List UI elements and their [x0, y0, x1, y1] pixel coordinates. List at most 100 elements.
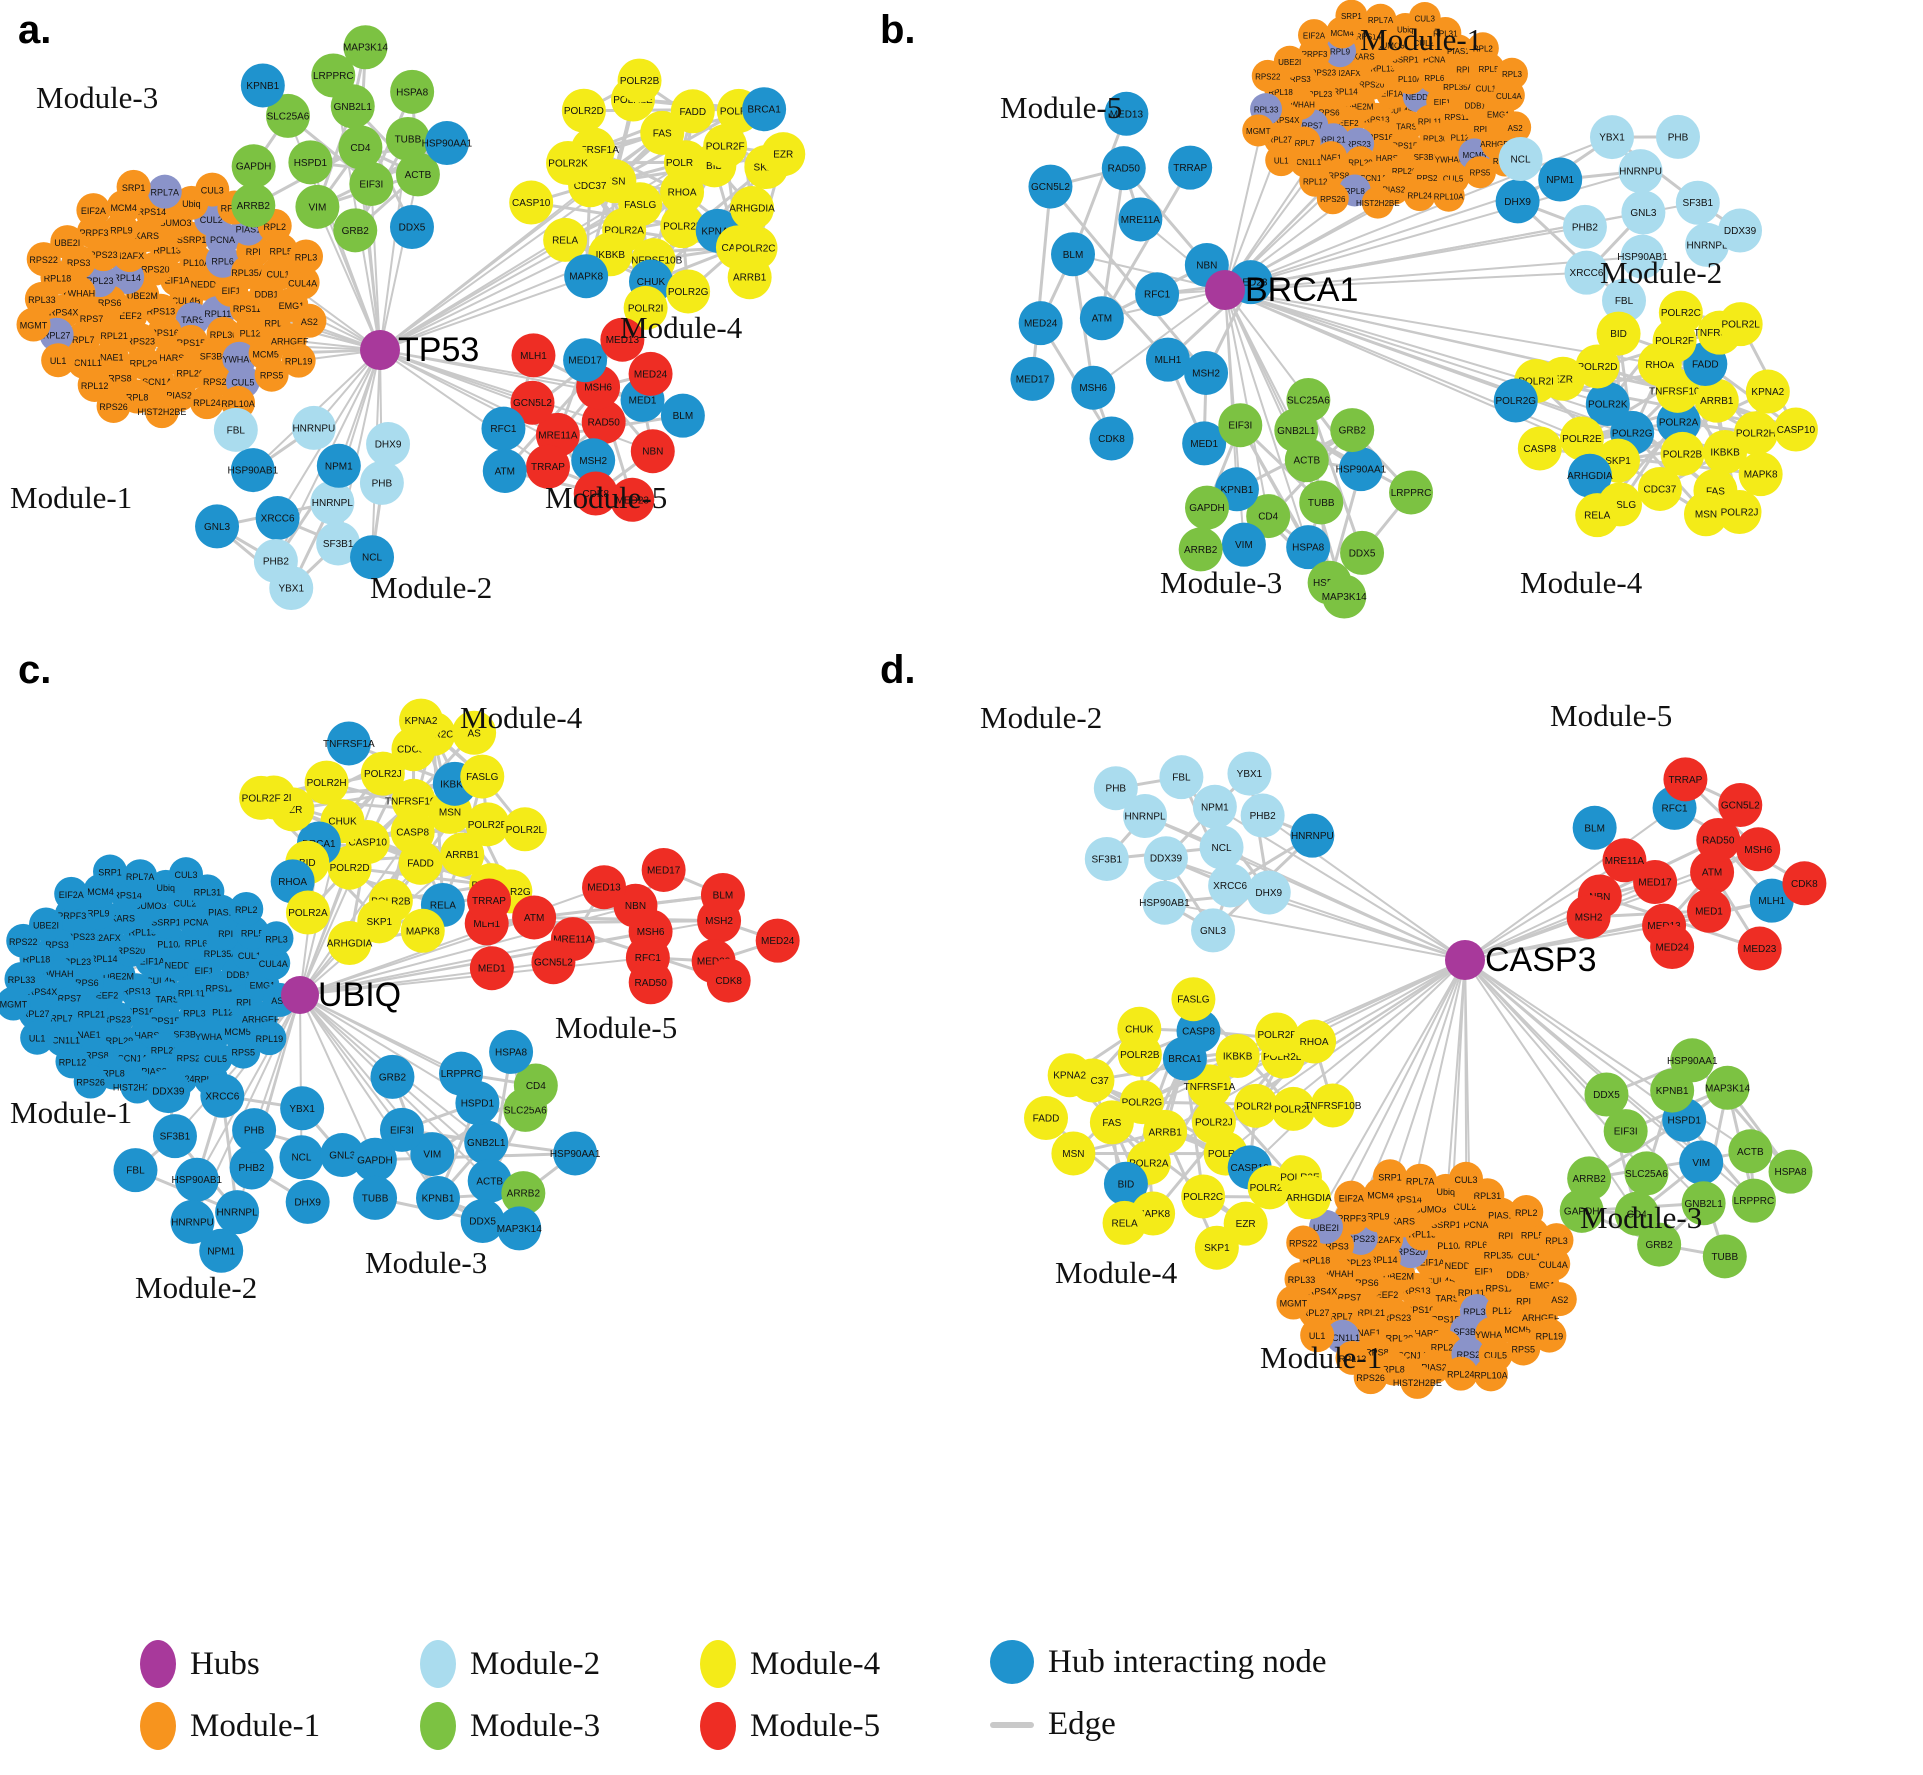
network-node[interactable]: BLM — [660, 393, 705, 438]
network-node[interactable]: MGMT — [16, 307, 51, 342]
network-node[interactable]: HSPD1 — [288, 140, 333, 185]
network-node[interactable]: MLH1 — [1145, 337, 1190, 382]
network-node[interactable]: GRB2 — [370, 1054, 415, 1099]
network-node[interactable]: RPL2 — [229, 891, 264, 926]
network-node[interactable]: GAPDH — [1184, 485, 1229, 530]
network-node[interactable]: PHB2 — [229, 1145, 274, 1190]
network-node[interactable]: POLR2C — [1181, 1174, 1226, 1219]
network-node[interactable]: GNB2L1 — [464, 1120, 509, 1165]
network-node[interactable]: DDX5 — [389, 205, 434, 250]
network-node[interactable]: CUL3 — [168, 857, 203, 892]
network-node[interactable]: MED17 — [1010, 356, 1055, 401]
network-node[interactable]: POLR2K — [1233, 1083, 1278, 1128]
network-node[interactable]: UL1 — [20, 1020, 55, 1055]
network-node[interactable]: MED1 — [1686, 888, 1731, 933]
network-node[interactable]: TRRAP — [1663, 757, 1708, 802]
network-node[interactable]: POLR2L — [1271, 1086, 1316, 1131]
network-node[interactable]: RPS22 — [6, 923, 41, 958]
network-node[interactable]: LRPPRC — [438, 1051, 483, 1096]
network-node[interactable]: RPS26 — [96, 388, 131, 423]
network-node[interactable]: RPL19 — [281, 343, 316, 378]
network-node[interactable]: FASLG — [460, 754, 505, 799]
network-node[interactable]: CUL3 — [1448, 1161, 1483, 1196]
network-node[interactable]: ACTB — [1728, 1129, 1773, 1174]
network-node[interactable]: RPS26 — [73, 1064, 108, 1099]
network-node[interactable]: RFC1 — [1135, 272, 1180, 317]
network-node[interactable]: DDX5 — [1584, 1072, 1629, 1117]
network-node[interactable]: MGMT — [1242, 114, 1275, 147]
network-node[interactable]: RPS26 — [1316, 182, 1349, 215]
network-node[interactable]: MLH1 — [511, 333, 556, 378]
network-node[interactable]: RELA — [1102, 1200, 1147, 1245]
network-node[interactable]: RPL7A — [123, 859, 158, 894]
network-node[interactable]: RAD50 — [628, 960, 673, 1005]
network-node[interactable]: POLR2B — [617, 58, 662, 103]
network-node[interactable]: HNRNPL — [215, 1190, 260, 1235]
network-node[interactable]: POLR2D — [561, 88, 606, 133]
network-node[interactable]: MED1 — [469, 946, 514, 991]
network-node[interactable]: TNFRSF10B — [1304, 1083, 1362, 1128]
network-node[interactable]: AS2 — [292, 303, 327, 338]
network-node[interactable]: CASP10 — [509, 180, 554, 225]
network-node[interactable]: NCL — [1498, 136, 1543, 181]
network-node[interactable]: PHB — [1093, 766, 1138, 811]
network-node[interactable]: BLM — [700, 872, 745, 917]
network-node[interactable]: VIM — [1679, 1140, 1724, 1185]
network-node[interactable]: RPL3 — [259, 921, 294, 956]
network-node[interactable]: POLR2F — [1254, 1012, 1299, 1057]
network-node[interactable]: NPM1 — [316, 443, 361, 488]
network-node[interactable]: DHX9 — [1495, 179, 1540, 224]
network-node[interactable]: DHX9 — [285, 1179, 330, 1224]
network-node[interactable]: MSH2 — [1184, 350, 1229, 395]
network-node[interactable]: CASP10 — [1773, 407, 1818, 452]
network-node[interactable]: HNRNPU — [1618, 149, 1663, 194]
network-node[interactable]: RPL10A — [1432, 179, 1465, 212]
network-node[interactable]: RPL10A — [1473, 1357, 1508, 1392]
network-node[interactable]: UL1 — [41, 343, 76, 378]
network-node[interactable]: MED24 — [1018, 301, 1063, 346]
network-node[interactable]: RPS22 — [1251, 59, 1284, 92]
network-node[interactable]: HSPA8 — [390, 69, 435, 114]
network-node[interactable]: POLR2E — [465, 802, 510, 847]
network-node[interactable]: GRB2 — [1330, 408, 1375, 453]
network-node[interactable]: GRB2 — [333, 208, 378, 253]
network-node[interactable]: POLR2K — [546, 141, 591, 186]
network-node[interactable]: POLR2G — [666, 269, 711, 314]
network-node[interactable]: FADD — [1024, 1096, 1069, 1141]
network-node[interactable]: EIF3I — [1218, 403, 1263, 448]
network-node[interactable]: XRCC6 — [200, 1073, 245, 1118]
network-node[interactable]: MAPK8 — [564, 254, 609, 299]
network-node[interactable]: RPL24 — [1403, 179, 1436, 212]
network-node[interactable]: MGMT — [1276, 1285, 1311, 1320]
network-node[interactable]: KPNA2 — [1047, 1053, 1092, 1098]
network-node[interactable]: DDX5 — [1340, 530, 1385, 575]
network-node[interactable]: GCN5L2 — [1028, 164, 1073, 209]
network-node[interactable]: SRP1 — [92, 854, 127, 889]
network-node[interactable]: POLR2L — [1718, 302, 1763, 347]
network-node[interactable]: KPNB1 — [415, 1175, 460, 1220]
network-node[interactable]: LRPPRC — [1389, 470, 1434, 515]
network-node[interactable]: EIF2A — [54, 876, 89, 911]
network-node[interactable]: RPL19 — [252, 1021, 287, 1056]
network-node[interactable]: NBN — [630, 429, 675, 474]
network-node[interactable]: POLR2E — [1559, 416, 1604, 461]
network-node[interactable]: GCN5L2 — [531, 940, 576, 985]
network-node[interactable]: MED24 — [1650, 925, 1695, 970]
network-node[interactable]: RFC1 — [481, 406, 526, 451]
network-node[interactable]: CASP8 — [1517, 426, 1562, 471]
network-node[interactable]: MAP3K14 — [343, 25, 388, 70]
network-node[interactable]: POLR2L — [502, 807, 547, 852]
network-node[interactable]: GNL3 — [1621, 190, 1666, 235]
network-node[interactable]: SRP1 — [116, 169, 151, 204]
network-node[interactable]: PHB — [359, 460, 404, 505]
network-node[interactable]: PHB — [232, 1108, 277, 1153]
network-node[interactable]: RPS22 — [26, 242, 61, 277]
network-node[interactable]: IKBKB — [1215, 1033, 1260, 1078]
network-node[interactable]: POLR2G — [1493, 378, 1538, 423]
network-node[interactable]: KPNA2 — [1745, 369, 1790, 414]
network-node[interactable]: MED17 — [641, 847, 686, 892]
network-node[interactable]: FASLG — [1171, 977, 1216, 1022]
network-node[interactable]: MED24 — [628, 351, 673, 396]
network-node[interactable]: SKP1 — [1194, 1225, 1239, 1270]
network-node[interactable]: BRCA1 — [742, 87, 787, 132]
